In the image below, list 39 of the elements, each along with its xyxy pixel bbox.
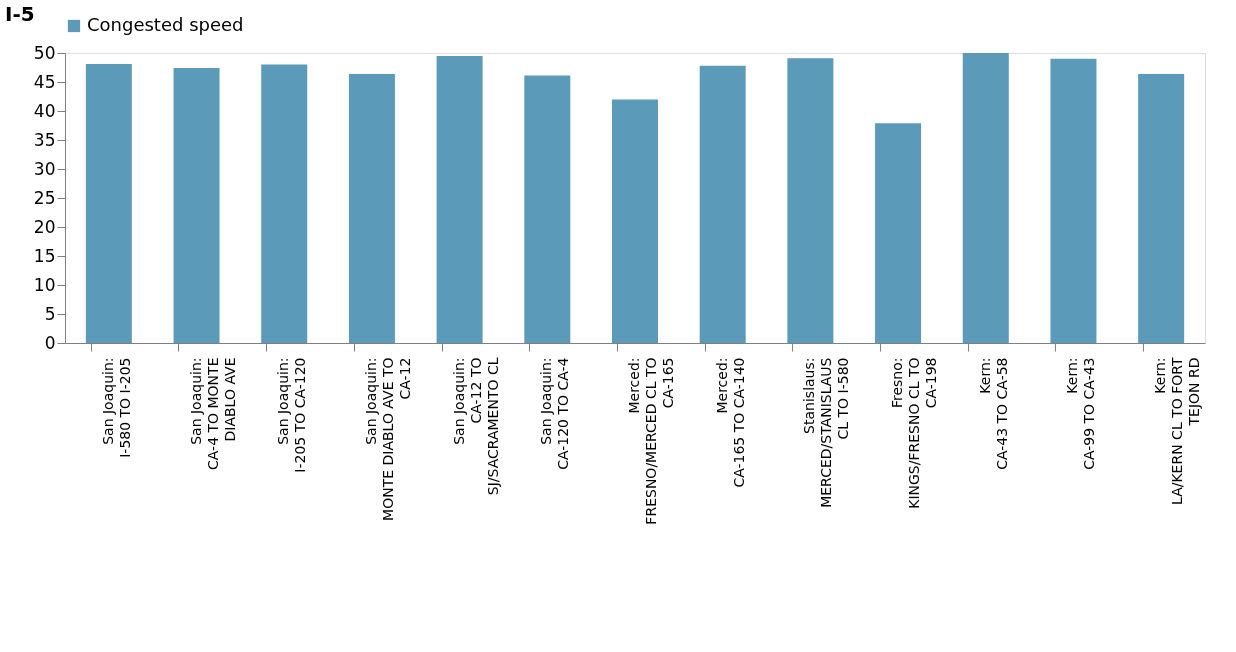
y-tick-label: 50 <box>33 42 56 63</box>
x-tick-label: San Joaquin: CA-4 TO MONTE DIABLO AVE <box>187 357 238 470</box>
bar <box>1050 58 1097 343</box>
bar <box>612 99 658 343</box>
bar <box>173 68 220 343</box>
y-tick-label: 45 <box>33 71 56 92</box>
x-tick-label: Kern: CA-43 TO CA-58 <box>976 357 1010 470</box>
y-tick-label: 0 <box>44 332 56 353</box>
x-tick-label: San Joaquin: CA-12 TO SJ/SACRAMENTO CL <box>450 357 501 496</box>
bar <box>875 123 922 343</box>
bar <box>436 55 483 343</box>
bar <box>699 65 746 343</box>
bar <box>962 53 1009 343</box>
bar <box>85 64 132 343</box>
x-tick-label: San Joaquin: I-580 TO I-205 <box>99 357 133 458</box>
y-tick-label: 5 <box>44 303 56 324</box>
bar <box>1138 73 1185 343</box>
y-tick-label: 30 <box>33 158 56 179</box>
x-tick-label: Kern: CA-99 TO CA-43 <box>1064 357 1098 470</box>
y-tick-label: 40 <box>33 100 56 121</box>
x-tick-label: San Joaquin: I-205 TO CA-120 <box>275 357 309 473</box>
y-tick-label: 35 <box>33 129 56 150</box>
y-tick-label: 10 <box>33 274 56 295</box>
bar <box>524 75 571 343</box>
chart-title: I-5 <box>5 2 35 26</box>
y-tick-label: 15 <box>33 245 56 266</box>
bar <box>787 58 834 343</box>
x-tick-label: Stanislaus: MERCED/STANISLAUS CL TO I-580 <box>801 357 852 508</box>
bar <box>261 64 308 343</box>
x-tick-label: Merced: FRESNO/MERCED CL TO CA-165 <box>626 357 676 525</box>
x-tick-label: Merced: CA-165 TO CA-140 <box>713 357 747 488</box>
x-tick-label: San Joaquin: CA-120 TO CA-4 <box>538 357 572 470</box>
y-tick-label: 25 <box>33 187 56 208</box>
x-tick-label: San Joaquin: MONTE DIABLO AVE TO CA-12 <box>362 357 413 521</box>
legend-label: Congested speed <box>87 14 244 35</box>
bar <box>348 73 395 343</box>
x-tick-label: Kern: LA/KERN CL TO FORT TEJON RD <box>1152 357 1203 505</box>
x-tick-label: Fresno: KINGS/FRESNO CL TO CA-198 <box>889 357 940 509</box>
y-tick-label: 20 <box>33 216 56 237</box>
